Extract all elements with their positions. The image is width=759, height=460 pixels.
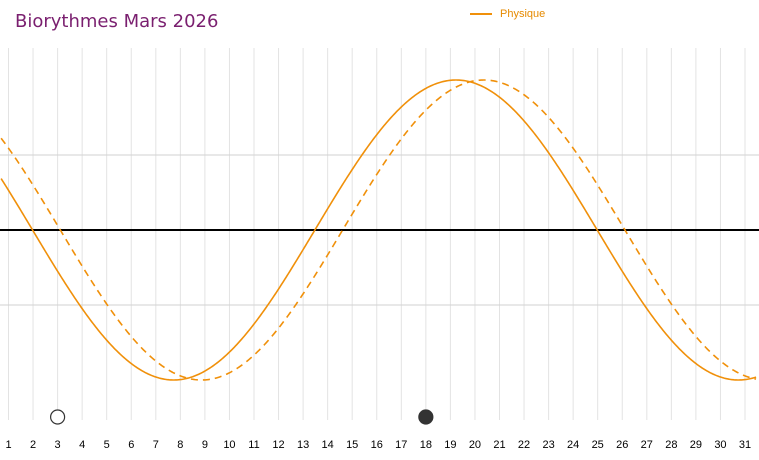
x-tick-label-3: 3 [55,439,61,451]
x-tick-label-27: 27 [641,439,653,451]
open-marker-day-3 [49,409,66,425]
x-tick-label-1: 1 [5,439,11,451]
x-tick-label-24: 24 [567,439,579,451]
x-tick-label-31: 31 [739,439,751,451]
x-tick-label-28: 28 [665,439,677,451]
series-line-physique [0,79,757,381]
x-tick-label-20: 20 [469,439,481,451]
x-tick-label-16: 16 [371,439,383,451]
x-tick-label-17: 17 [395,439,407,451]
x-tick-label-5: 5 [104,439,110,451]
x-tick-label-25: 25 [592,439,604,451]
x-tick-label-7: 7 [153,439,159,451]
x-tick-label-9: 9 [202,439,208,451]
x-tick-label-21: 21 [493,439,505,451]
legend-swatch-physique [470,13,492,15]
x-tick-label-30: 30 [714,439,726,451]
legend-label-physique: Physique [500,8,546,20]
series-line-dashed-1 [0,79,757,381]
x-tick-label-23: 23 [542,439,554,451]
x-tick-label-6: 6 [128,439,134,451]
x-tick-label-26: 26 [616,439,628,451]
x-tick-label-4: 4 [79,439,85,451]
x-tick-label-15: 15 [346,439,358,451]
x-tick-label-19: 19 [444,439,456,451]
x-tick-label-12: 12 [272,439,284,451]
x-tick-label-2: 2 [30,439,36,451]
x-tick-label-14: 14 [322,439,334,451]
x-tick-label-8: 8 [177,439,183,451]
x-tick-label-10: 10 [223,439,235,451]
filled-marker-day-18 [418,409,434,425]
x-tick-label-29: 29 [690,439,702,451]
legend: Physique [470,8,545,20]
chart-title: Biorythmes Mars 2026 [15,11,219,32]
x-tick-label-11: 11 [248,439,259,451]
x-tick-label-18: 18 [420,439,432,451]
x-tick-label-13: 13 [297,439,309,451]
x-tick-label-22: 22 [518,439,530,451]
